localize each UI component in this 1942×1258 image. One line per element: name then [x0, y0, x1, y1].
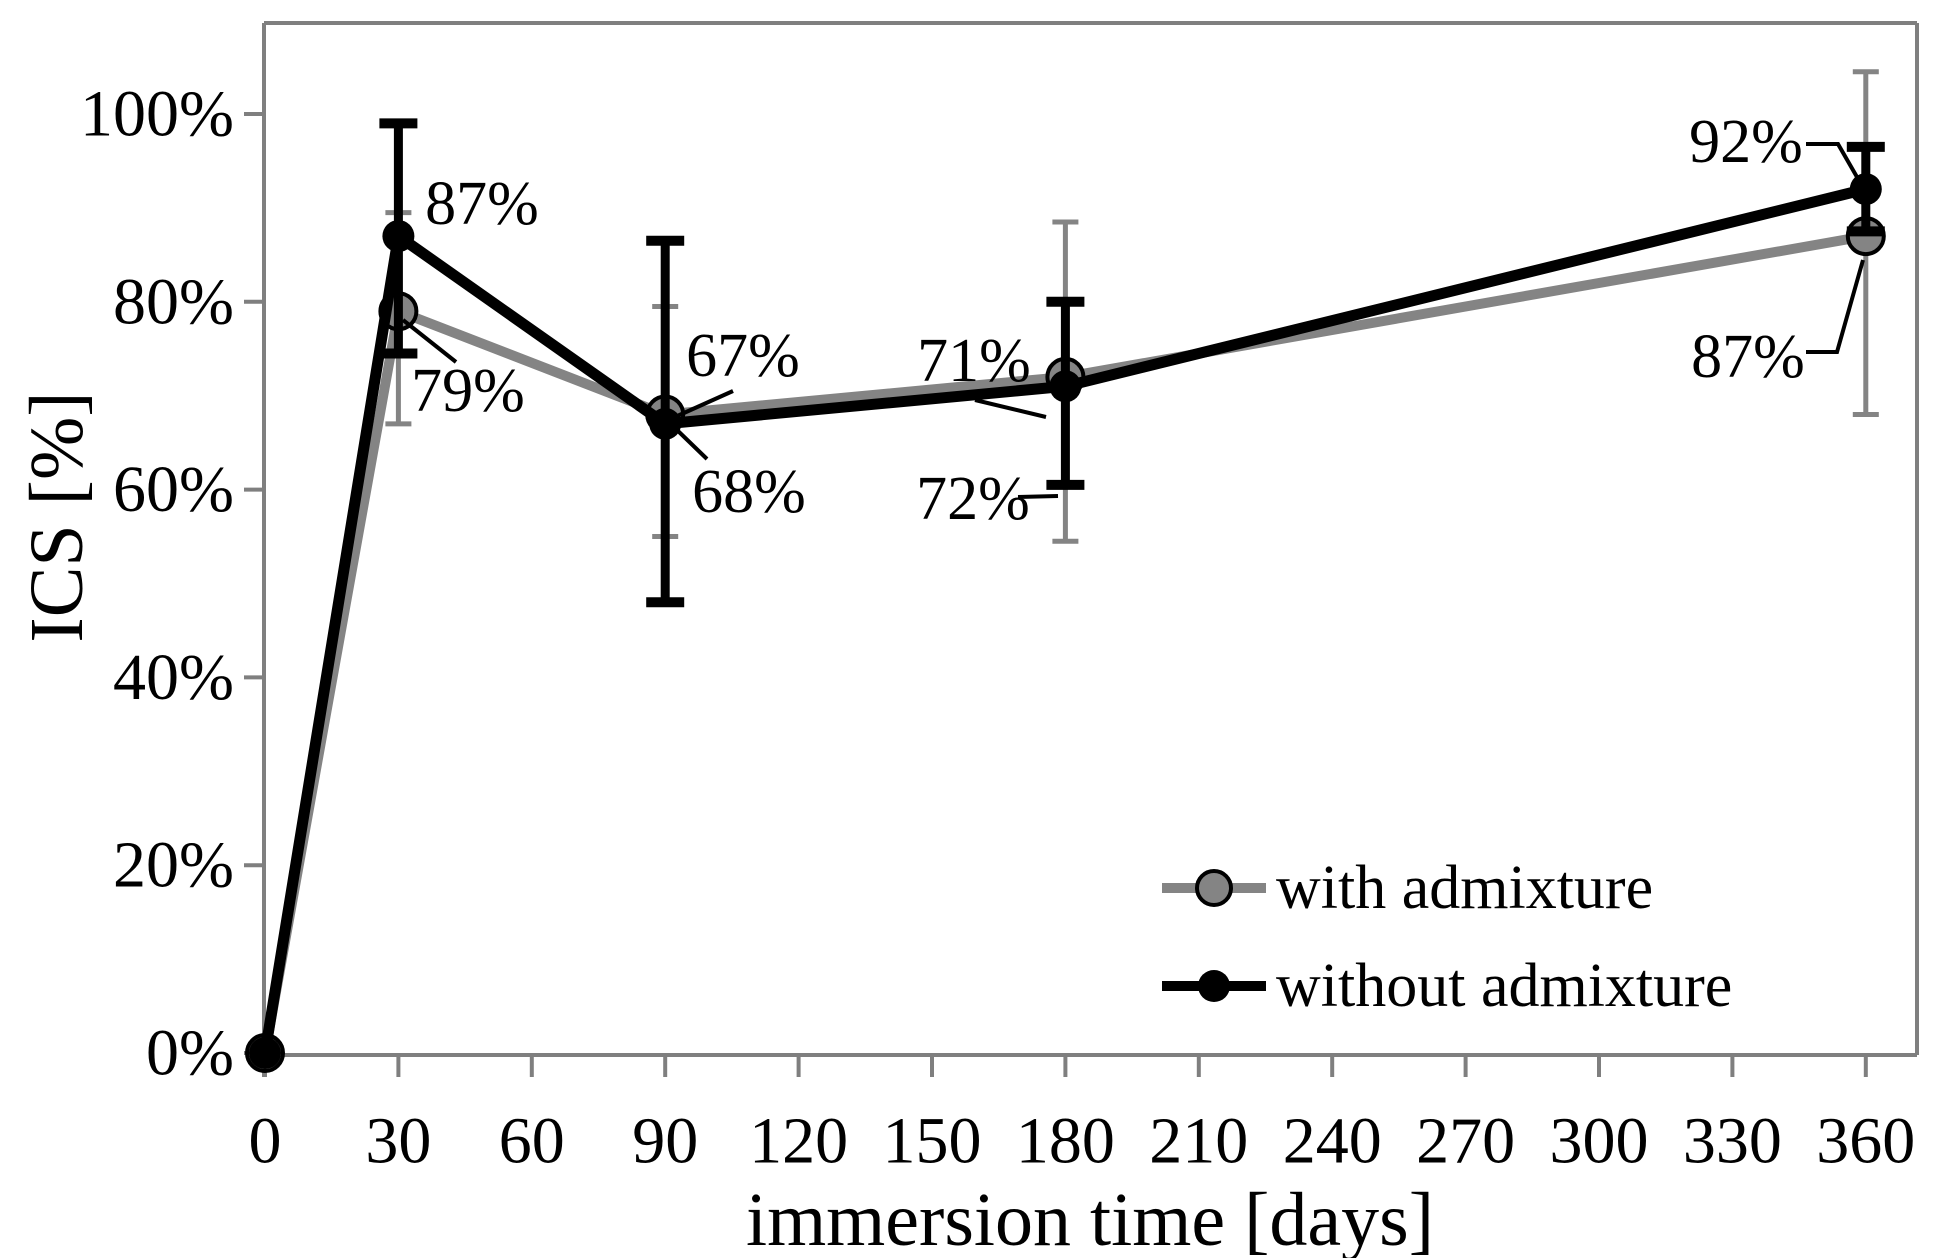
legend-item-with-admixture: with admixture [1162, 854, 1653, 922]
data-point-marker-without-admixture [649, 407, 682, 440]
x-tick-label: 0 [249, 1105, 282, 1178]
legend: with admixture without admixture [1162, 854, 1732, 1020]
y-tick-label: 0% [146, 1017, 234, 1090]
data-label: 72% [916, 465, 1030, 533]
x-tick-label: 150 [883, 1105, 982, 1178]
data-label: 92% [1689, 108, 1803, 176]
leader-line [1806, 259, 1865, 354]
data-point-marker-without-admixture [382, 220, 415, 253]
data-label: 87% [425, 170, 539, 238]
x-tick-label: 360 [1816, 1105, 1915, 1178]
data-label: 79% [411, 357, 525, 425]
legend-marker-without-admixture [1198, 970, 1230, 1002]
x-tick-label: 270 [1416, 1105, 1515, 1178]
leader-line [401, 318, 458, 364]
y-tick-label: 60% [113, 453, 234, 526]
x-tick-label: 240 [1283, 1105, 1382, 1178]
data-point-marker-without-admixture [1049, 370, 1082, 403]
data-point-marker-without-admixture [249, 1037, 281, 1069]
data-labels-layer: 87% 79% 67% 68% 71% 72% 92% 87% [401, 108, 1865, 533]
data-point-marker-without-admixture [1849, 173, 1882, 206]
series-layer [245, 69, 1886, 1073]
x-tick-label: 330 [1683, 1105, 1782, 1178]
leader-line [1806, 142, 1863, 185]
legend-item-without-admixture: without admixture [1162, 952, 1732, 1020]
legend-label-with-admixture: with admixture [1276, 854, 1653, 922]
y-tick-label: 80% [113, 265, 234, 338]
data-label: 68% [692, 458, 806, 526]
leader-line [974, 398, 1047, 419]
leader-line [674, 389, 734, 419]
x-axis-title: immersion time [days] [746, 1178, 1434, 1258]
x-tick-label: 120 [749, 1105, 848, 1178]
leader-line [675, 428, 709, 461]
leader-line [1017, 494, 1059, 499]
x-tick-label: 180 [1016, 1105, 1115, 1178]
data-label: 67% [686, 322, 800, 390]
x-tick-label: 210 [1149, 1105, 1248, 1178]
axis-ticks-layer: 0 30 60 90 120 150 180 210 240 270 300 330 360 0% 20% 4… [80, 78, 1915, 1178]
legend-label-without-admixture: without admixture [1276, 952, 1732, 1020]
legend-marker-with-admixture [1195, 869, 1233, 907]
y-tick-label: 20% [113, 829, 234, 902]
data-label: 87% [1691, 323, 1805, 391]
y-tick-label: 40% [113, 641, 234, 714]
x-tick-label: 60 [499, 1105, 565, 1178]
x-tick-label: 300 [1550, 1105, 1649, 1178]
y-axis-title: ICS [%] [15, 391, 99, 642]
data-label: 71% [917, 327, 1031, 395]
y-tick-label: 100% [80, 78, 234, 151]
x-tick-label: 30 [365, 1105, 431, 1178]
x-tick-label: 90 [632, 1105, 698, 1178]
